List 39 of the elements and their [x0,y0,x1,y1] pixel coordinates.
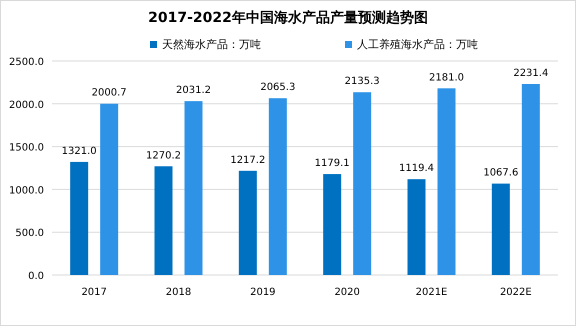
data-label: 2135.3 [344,76,380,88]
bar [438,88,456,275]
x-tick-label: 2022E [500,287,532,298]
x-tick-label: 2019 [250,287,276,298]
x-tick-label: 2020 [334,287,360,298]
y-tick-label: 1500.0 [9,142,44,154]
data-label: 1179.1 [314,158,350,170]
x-tick-label: 2017 [81,287,107,298]
data-label: 2065.3 [260,82,296,94]
bar [100,104,118,275]
bar [154,166,172,275]
data-label: 2000.7 [92,88,127,99]
data-label: 2031.2 [176,85,211,96]
bar [70,162,88,275]
y-tick-label: 2000.0 [9,100,44,111]
bar [268,98,287,275]
bar [323,174,342,275]
bar [408,179,426,275]
bar [184,101,202,275]
y-tick-label: 500.0 [15,228,44,240]
data-label: 1321.0 [62,146,97,157]
data-label: 2181.0 [429,72,464,84]
data-label: 1217.2 [230,154,266,166]
data-label: 1067.6 [483,168,518,179]
data-label: 2231.4 [513,68,548,79]
y-tick-label: 2500.0 [9,57,44,68]
y-tick-label: 0.0 [28,271,44,282]
bar [238,170,257,275]
legend-label: 天然海水产品：万吨 [162,38,261,51]
bar [522,84,540,275]
bar [353,92,372,275]
data-label: 1119.4 [399,163,434,174]
x-tick-label: 2021E [416,287,448,298]
data-label: 1270.2 [146,150,181,162]
y-tick-label: 1000.0 [9,185,44,196]
legend-label: 人工养殖海水产品：万吨 [357,38,478,51]
x-tick-label: 2018 [166,287,192,298]
bar [492,184,510,275]
chart-title: 2017-2022年中国海水产品产量预测趋势图 [148,9,428,26]
